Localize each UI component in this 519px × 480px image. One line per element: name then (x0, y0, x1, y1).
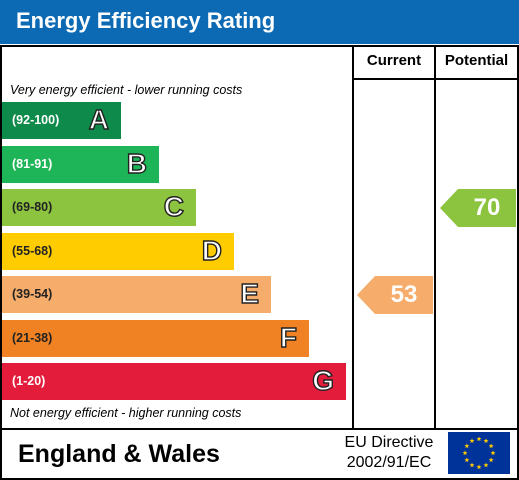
column-current-header: Current (366, 52, 422, 69)
band-letter: D (201, 234, 223, 266)
band-b: (81-91) B (2, 145, 159, 183)
column-potential-header: Potential (444, 52, 509, 69)
band-range-label: (1-20) (12, 374, 46, 388)
band-range-label: (69-80) (12, 200, 53, 214)
footer-divider (0, 428, 519, 430)
band-g: (1-20) G (2, 363, 346, 400)
potential-rating-marker: 70 (440, 188, 516, 227)
band-letter: F (279, 321, 298, 353)
band-d: (55-68) D (2, 232, 234, 270)
flag-star (469, 462, 475, 468)
band-letter: A (88, 103, 110, 135)
flag-star (488, 443, 494, 449)
eu-directive: EU Directive 2002/91/EC (337, 433, 441, 473)
band-range-label: (39-54) (12, 287, 53, 301)
flag-star (476, 436, 482, 442)
band-e: (39-54) E (2, 276, 271, 313)
current-rating-value: 53 (390, 280, 418, 308)
band-letter: E (240, 277, 260, 309)
note-inefficient: Not energy efficient - higher running co… (10, 406, 242, 420)
band-c: (69-80) C (2, 189, 196, 226)
flag-star (464, 443, 470, 449)
divider-potential (434, 45, 436, 430)
band-f: (21-38) F (2, 319, 309, 357)
flag-star (483, 462, 489, 468)
directive-line-1: EU Directive (344, 434, 434, 451)
flag-star (490, 450, 496, 456)
flag-star (483, 438, 489, 443)
band-letter: B (126, 147, 148, 179)
band-a: (92-100) A (2, 102, 121, 139)
header-underline (352, 78, 519, 80)
current-arrow-shape (357, 275, 433, 314)
flag-star (469, 438, 475, 443)
potential-arrow-shape (440, 188, 516, 227)
flag-star (488, 457, 494, 463)
band-range-label: (81-91) (12, 156, 53, 171)
eu-flag-icon (448, 432, 510, 474)
band-range-label: (55-68) (12, 243, 53, 258)
rating-frame (0, 45, 519, 480)
band-letter: C (163, 190, 185, 222)
divider-current (352, 45, 354, 430)
potential-rating-value: 70 (473, 193, 501, 221)
band-letter: G (312, 364, 335, 396)
region-label: England & Wales (18, 440, 220, 468)
flag-star (464, 457, 470, 463)
note-efficient: Very energy efficient - lower running co… (10, 83, 243, 97)
band-range-label: (92-100) (12, 113, 60, 127)
flag-star (462, 450, 468, 456)
page-title: Energy Efficiency Rating (0, 0, 519, 44)
current-rating-marker: 53 (357, 275, 433, 314)
directive-line-2: 2002/91/EC (346, 454, 432, 471)
flag-star (476, 464, 482, 470)
band-range-label: (21-38) (12, 330, 53, 345)
